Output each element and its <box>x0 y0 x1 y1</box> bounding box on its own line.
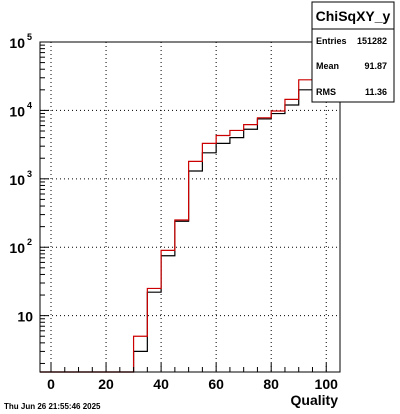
y-tick-exponent: 5 <box>27 32 32 42</box>
x-tick-label: 80 <box>263 376 279 392</box>
y-tick-label: 10 <box>17 309 33 325</box>
x-axis-title: Quality <box>291 392 339 408</box>
timestamp: Thu Jun 26 21:55:46 2025 <box>4 402 101 411</box>
y-tick-label: 10 <box>9 35 25 51</box>
y-tick-exponent: 3 <box>27 169 32 179</box>
y-tick-label: 10 <box>9 240 25 256</box>
stats-entries-value: 151282 <box>357 36 387 46</box>
y-tick-label: 10 <box>9 172 25 188</box>
y-tick-exponent: 2 <box>27 237 32 247</box>
stats-mean-label: Mean <box>316 61 339 71</box>
y-tick-label: 10 <box>9 103 25 119</box>
stats-entries-label: Entries <box>316 36 347 46</box>
x-tick-label: 40 <box>153 376 169 392</box>
plot-frame <box>39 41 341 373</box>
stats-box-frame <box>311 1 395 103</box>
stats-title: ChiSqXY_y <box>316 8 391 24</box>
x-tick-label: 60 <box>208 376 224 392</box>
stats-rms-label: RMS <box>316 87 336 97</box>
x-tick-label: 0 <box>47 376 55 392</box>
stats-rms-value: 11.36 <box>365 87 387 97</box>
x-tick-label: 20 <box>98 376 114 392</box>
y-tick-exponent: 4 <box>27 100 32 110</box>
stats-mean-value: 91.87 <box>364 61 387 71</box>
x-tick-label: 100 <box>315 376 339 392</box>
stats-box: ChiSqXY_y Entries 151282 Mean 91.87 RMS … <box>311 1 395 103</box>
